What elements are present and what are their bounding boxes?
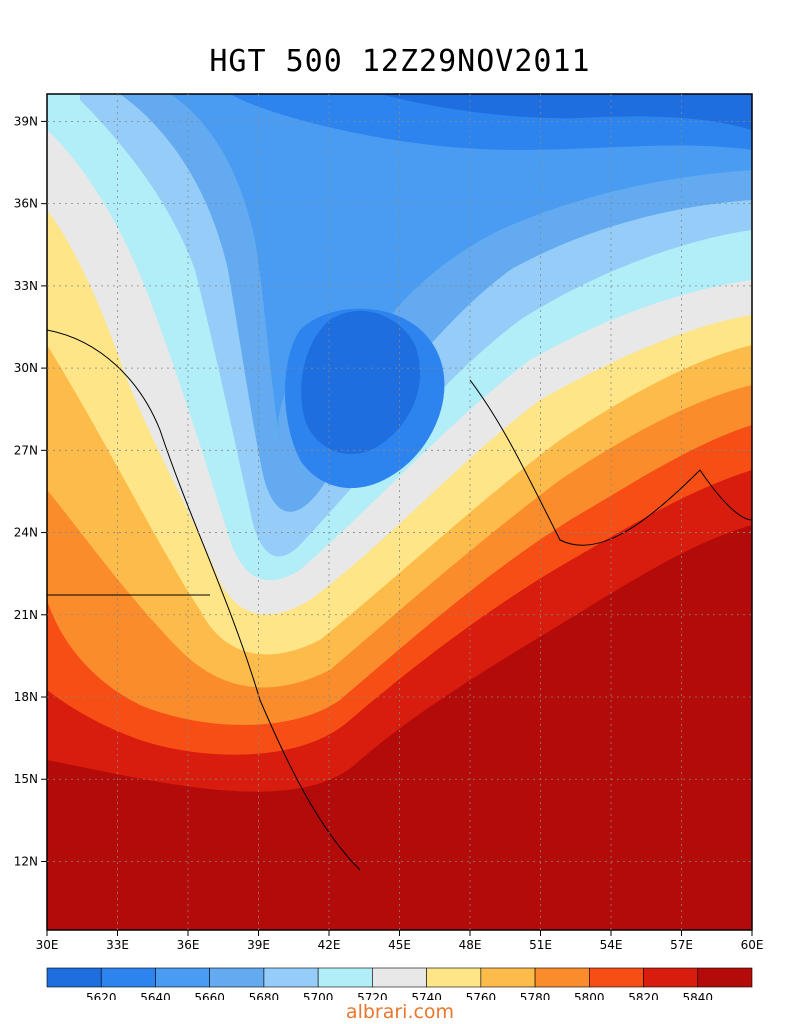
lat-tick-label: 33N <box>14 279 38 293</box>
lat-tick-label: 15N <box>14 772 38 786</box>
lat-tick-label: 39N <box>14 114 38 128</box>
map-title: HGT 500 12Z29NOV2011 <box>209 44 591 79</box>
colorbar-swatch <box>643 967 699 988</box>
colorbar-label: 5700 <box>303 991 334 1000</box>
lat-tick-label: 21N <box>14 608 38 622</box>
lon-tick-label: 54E <box>600 938 623 952</box>
lon-tick-label: 51E <box>529 938 552 952</box>
lon-tick-label: 57E <box>670 938 693 952</box>
graticule <box>47 94 752 930</box>
colorbar-swatch <box>155 967 210 988</box>
lon-tick-label: 36E <box>177 938 200 952</box>
height-map: 30E 33E 36E 39E 42E 45E 48E 51E 54E 57E 60E 12N 15N 1… <box>14 93 764 1000</box>
site-watermark: albrari.com <box>345 1001 455 1023</box>
colorbar-label: 5660 <box>194 991 225 1000</box>
lon-tick-label: 39E <box>247 938 270 952</box>
colorbar: 5620 5640 5660 5680 5700 5720 5740 5760 5780 5800… <box>46 967 753 1000</box>
colorbar-swatch <box>209 967 265 988</box>
lon-tick-label: 33E <box>106 938 129 952</box>
colorbar-swatch <box>589 967 644 988</box>
lat-tick-label: 30N <box>14 361 38 375</box>
colorbar-swatch <box>372 967 427 988</box>
colorbar-label: 5680 <box>249 991 280 1000</box>
colorbar-swatch <box>426 967 482 988</box>
colorbar-label: 5760 <box>466 991 497 1000</box>
lat-tick-label: 24N <box>14 526 38 540</box>
colorbar-swatch <box>317 967 373 988</box>
colorbar-swatch <box>480 967 536 988</box>
contour-fill <box>47 94 752 930</box>
lon-tick-label: 30E <box>36 938 59 952</box>
colorbar-label: 5820 <box>628 991 659 1000</box>
colorbar-swatch <box>697 967 753 988</box>
colorbar-label: 5640 <box>140 991 171 1000</box>
colorbar-label: 5800 <box>574 991 605 1000</box>
colorbar-label: 5780 <box>520 991 551 1000</box>
lon-tick-label: 45E <box>388 938 411 952</box>
lat-tick-label: 12N <box>14 854 38 868</box>
lat-tick-label: 18N <box>14 690 38 704</box>
lon-tick-label: 48E <box>459 938 482 952</box>
colorbar-label: 5740 <box>411 991 442 1000</box>
colorbar-label: 5720 <box>357 991 388 1000</box>
axis-ticks: 30E 33E 36E 39E 42E 45E 48E 51E 54E 57E 60E 12N 15N 1… <box>14 114 764 952</box>
colorbar-label: 5840 <box>682 991 713 1000</box>
lat-tick-label: 27N <box>14 443 38 457</box>
lon-tick-label: 42E <box>318 938 341 952</box>
colorbar-swatch <box>263 967 319 988</box>
colorbar-swatch <box>46 967 102 988</box>
colorbar-swatch <box>100 967 156 988</box>
colorbar-swatch <box>534 967 590 988</box>
lat-tick-label: 36N <box>14 197 38 211</box>
lon-tick-label: 60E <box>741 938 764 952</box>
colorbar-label: 5620 <box>86 991 117 1000</box>
